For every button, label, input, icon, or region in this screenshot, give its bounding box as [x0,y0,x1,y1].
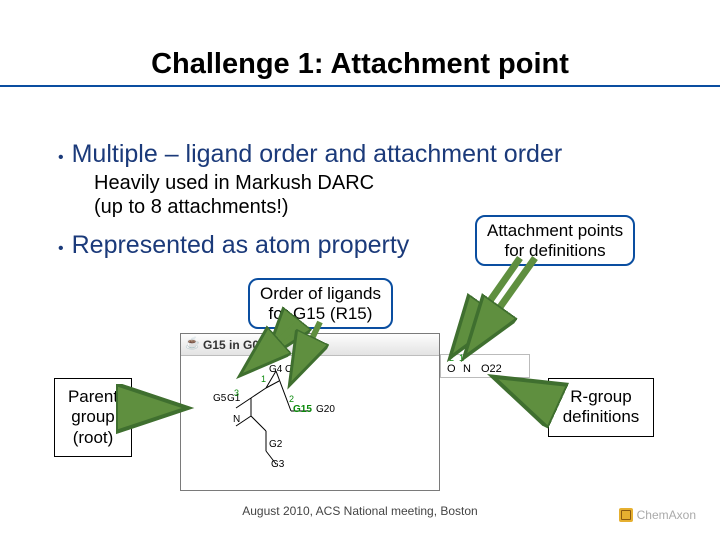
atom-label: G15 [293,404,312,415]
slide-title: Challenge 1: Attachment point [0,48,720,87]
box-line: Parent [65,387,121,407]
bullet-dot-icon: • [58,149,64,166]
callout-line: Attachment points [487,221,623,241]
order-number: 3 [234,388,239,398]
rdef-num: 2 [449,353,454,363]
atom-label: G2 [269,439,282,450]
rdef-atom: N [463,363,471,375]
order-number: 2 [289,394,294,404]
atom-label: O [285,364,293,375]
rdef-atom: O22 [481,363,502,375]
bullet-1-sub-1: Heavily used in Markush DARC [94,172,374,195]
java-titlebar: G15 in G0 [181,334,439,356]
callout-order-ligands: Order of ligands for G15 (R15) [248,278,393,329]
callout-line: for definitions [487,241,623,261]
java-canvas: G4 O G5 G1 N G15 G20 1 2 3 G2 G3 [181,356,439,490]
footer-brand: ChemAxon [619,508,696,522]
bullet-2-text: Represented as atom property [72,231,410,259]
rgroup-def-strip: 2 1 O N O22 [440,354,530,378]
box-parent-group: Parent group (root) [54,378,132,457]
atom-label: G5 [213,393,226,404]
box-line: (root) [65,428,121,448]
atom-label: G20 [316,404,335,415]
bullet-dot-icon-2: • [58,240,64,257]
footer-text: August 2010, ACS National meeting, Bosto… [0,504,720,518]
box-line: group [65,407,121,427]
java-cup-icon [185,338,199,352]
box-line: definitions [559,407,643,427]
atom-label: N [233,414,240,425]
atom-label: G4 [269,364,282,375]
java-title-text: G15 in G0 [203,338,259,352]
rdef-num: 1 [459,353,464,363]
callout-line: Order of ligands [260,284,381,304]
molecule-bonds [181,356,441,496]
java-frame: G15 in G0 G4 O G5 G1 N G15 G20 1 [180,333,440,491]
callout-attachment-points: Attachment points for definitions [475,215,635,266]
rdef-atom: O [447,363,456,375]
atom-label: G3 [271,459,284,470]
brand-name: ChemAxon [637,508,696,522]
bullet-1-text: Multiple – ligand order and attachment o… [72,140,563,168]
callout-line: for G15 (R15) [260,304,381,324]
box-rgroup-definitions: R-group definitions [548,378,654,437]
bullet-2: • Represented as atom property [58,231,409,260]
order-number: 1 [261,374,266,384]
bullet-1: • Multiple – ligand order and attachment … [58,140,562,169]
box-line: R-group [559,387,643,407]
brand-logo-icon [619,508,633,522]
bullet-1-sub-2: (up to 8 attachments!) [94,196,289,219]
